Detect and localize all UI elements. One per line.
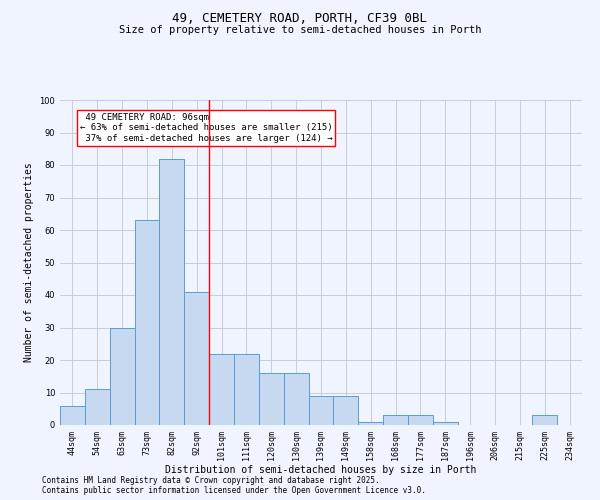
Y-axis label: Number of semi-detached properties: Number of semi-detached properties (24, 162, 34, 362)
Bar (134, 220, 160, 425)
Bar (383, 415, 408, 425)
Text: 49, CEMETERY ROAD, PORTH, CF39 0BL: 49, CEMETERY ROAD, PORTH, CF39 0BL (173, 12, 427, 26)
Bar (408, 415, 433, 425)
Text: Contains HM Land Registry data © Crown copyright and database right 2025.: Contains HM Land Registry data © Crown c… (42, 476, 380, 485)
Bar (209, 354, 234, 425)
Text: Contains public sector information licensed under the Open Government Licence v3: Contains public sector information licen… (42, 486, 426, 495)
Bar (60, 406, 85, 425)
Bar (234, 354, 259, 425)
Bar (184, 292, 209, 425)
Bar (334, 396, 358, 425)
Bar (259, 373, 284, 425)
Bar (433, 422, 458, 425)
Bar (284, 373, 308, 425)
Bar (85, 389, 110, 425)
Bar (308, 396, 334, 425)
Bar (532, 415, 557, 425)
X-axis label: Distribution of semi-detached houses by size in Porth: Distribution of semi-detached houses by … (166, 466, 476, 475)
Bar (110, 328, 134, 425)
Text: Size of property relative to semi-detached houses in Porth: Size of property relative to semi-detach… (119, 25, 481, 35)
Bar (160, 158, 184, 425)
Text: 49 CEMETERY ROAD: 96sqm
← 63% of semi-detached houses are smaller (215)
 37% of : 49 CEMETERY ROAD: 96sqm ← 63% of semi-de… (80, 113, 332, 143)
Bar (358, 422, 383, 425)
